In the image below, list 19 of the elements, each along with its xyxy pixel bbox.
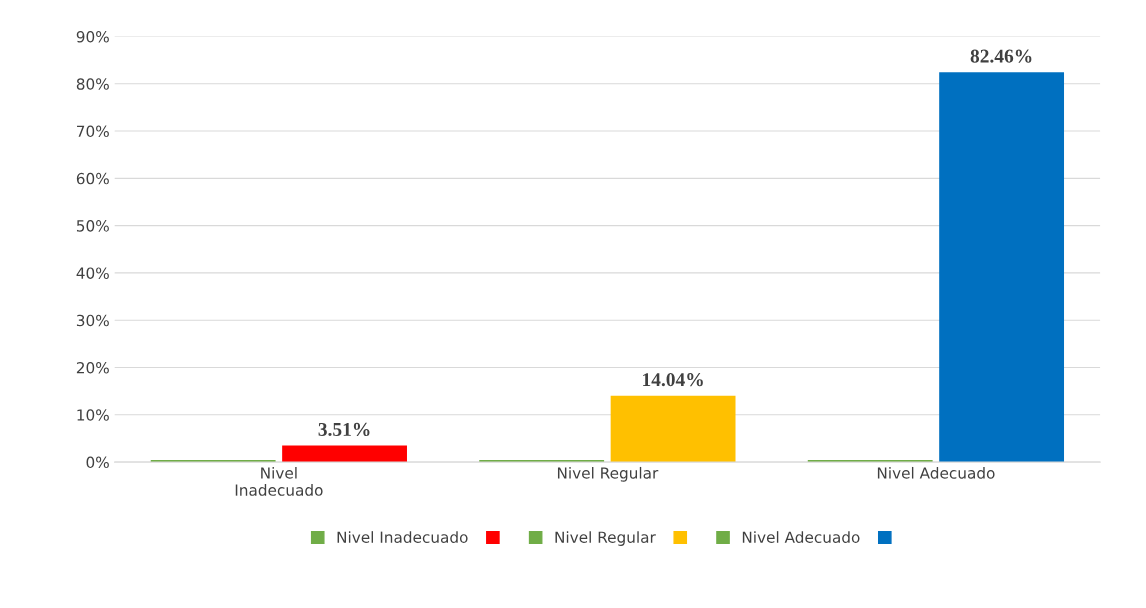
y-tick-label: 40% [76,267,109,279]
data-label: 14.04% [643,373,703,387]
x-tick-label: Nivel Adecuado [877,466,995,479]
y-tick-label: 50% [76,220,109,232]
legend-label: Nivel Inadecuado [337,531,468,543]
y-tick-label: 80% [76,78,109,90]
y-tick-label: 90% [76,30,109,43]
x-tick-label: Nivel Inadecuado [235,466,323,496]
y-tick-label: 0% [86,456,109,469]
y-tick-label: 20% [76,361,109,374]
y-tick-label: 60% [76,172,109,185]
data-label: 3.51% [318,422,370,437]
y-tick-label: 70% [77,125,109,138]
data-label: 82.46% [970,49,1032,63]
y-tick-label: 30% [76,314,109,327]
legend-label: Nivel Adecuado [742,531,860,543]
y-tick-label: 10% [77,409,109,421]
x-tick-label: Nivel Regular [557,466,659,482]
legend-label: Nivel Regular [555,531,656,546]
